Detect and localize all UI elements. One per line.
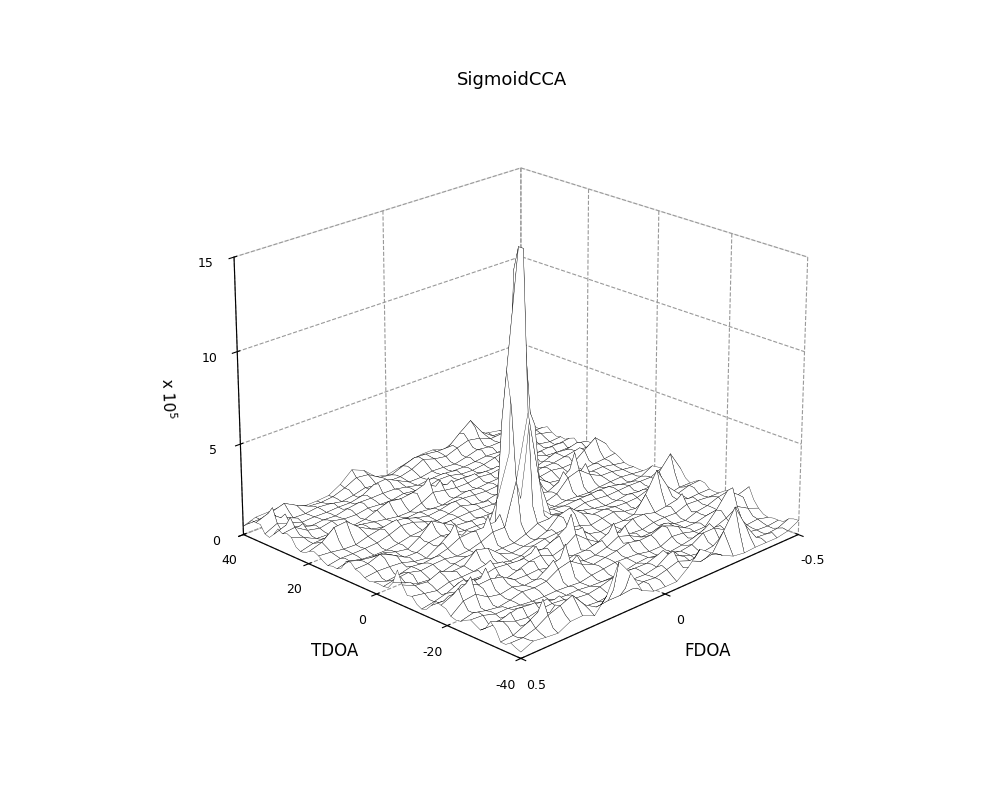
Y-axis label: TDOA: TDOA [311, 642, 358, 660]
X-axis label: FDOA: FDOA [684, 642, 731, 660]
Title: SigmoidCCA: SigmoidCCA [457, 72, 568, 89]
